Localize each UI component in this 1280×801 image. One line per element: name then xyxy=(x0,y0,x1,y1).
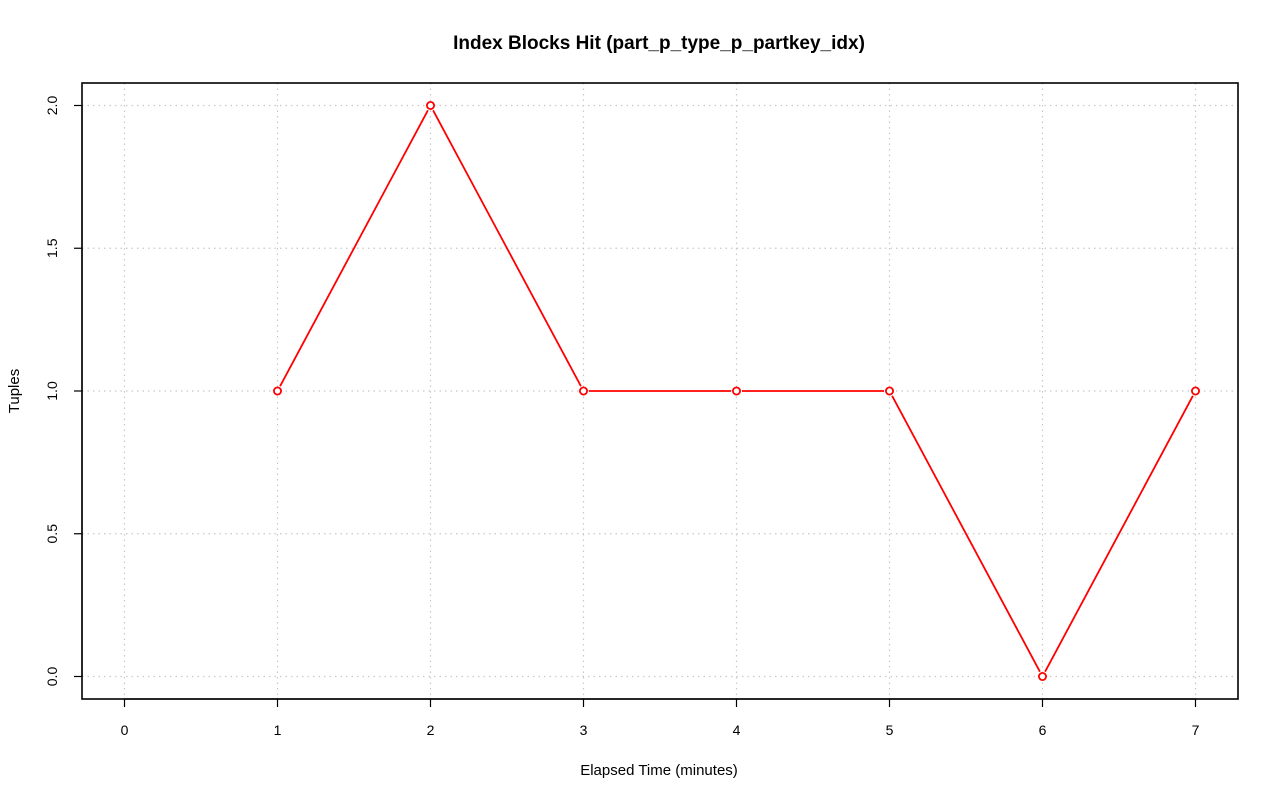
x-tick-label: 4 xyxy=(733,722,741,738)
y-tick-label: 2.0 xyxy=(44,96,60,116)
x-tick-label: 1 xyxy=(274,722,282,738)
x-tick-label: 2 xyxy=(427,722,435,738)
data-point xyxy=(1191,386,1201,396)
x-tick-label: 6 xyxy=(1039,722,1047,738)
y-tick-label: 0.5 xyxy=(44,524,60,544)
x-axis-label: Elapsed Time (minutes) xyxy=(580,762,738,779)
x-tick-label: 7 xyxy=(1192,722,1200,738)
data-point xyxy=(579,386,589,396)
y-tick-label: 1.5 xyxy=(44,238,60,258)
x-tick-label: 3 xyxy=(580,722,588,738)
series-line-segment xyxy=(891,395,1041,673)
data-series xyxy=(272,101,1201,682)
y-tick-label: 0.0 xyxy=(44,667,60,687)
y-axis-label: Tuples xyxy=(6,369,23,413)
y-tick-label: 1.0 xyxy=(44,381,60,401)
x-tick-label: 5 xyxy=(886,722,894,738)
series-layer xyxy=(272,101,1201,682)
data-point xyxy=(1038,672,1048,682)
series-line-segment xyxy=(432,109,582,387)
data-point xyxy=(425,101,435,111)
data-point xyxy=(272,386,282,396)
chart-title: Index Blocks Hit (part_p_type_p_partkey_… xyxy=(453,33,865,54)
axes: 0 1 2 3 4 5 6 7 0.0 0.5 1.0 1.5 2.0 xyxy=(44,96,1200,738)
series-line-segment xyxy=(1044,395,1194,673)
series-line-segment xyxy=(279,109,429,387)
x-tick-label: 0 xyxy=(121,722,129,738)
data-point xyxy=(885,386,895,396)
data-point xyxy=(732,386,742,396)
